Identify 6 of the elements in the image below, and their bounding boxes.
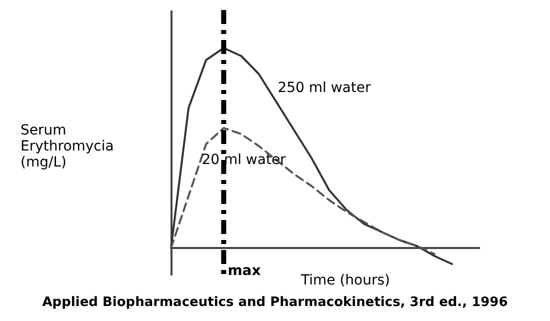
y-axis-title: Serum Erythromycia (mg/L) <box>20 122 114 170</box>
series-label: 250 ml water <box>278 80 371 96</box>
text: max <box>228 263 261 279</box>
series-label: 20 ml water <box>202 152 286 168</box>
text: Applied Biopharmaceutics and Pharmacokinetics, 3rd ed., 1996 <box>42 295 508 310</box>
x-axis-title: Time (hours) <box>300 272 390 288</box>
